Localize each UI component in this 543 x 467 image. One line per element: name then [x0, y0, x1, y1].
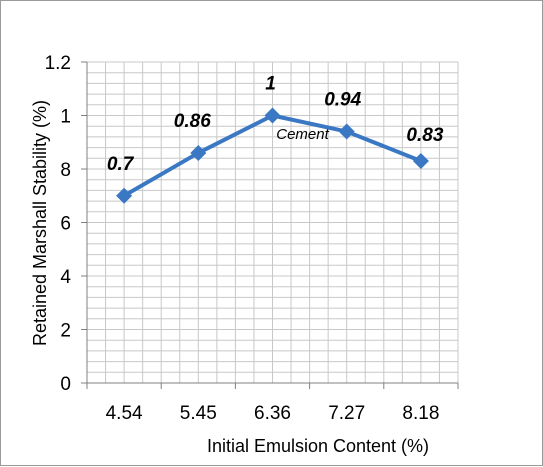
y-axis-title: Retained Marshall Stability (%) [30, 100, 50, 346]
y-tick-label: 1.2 [45, 53, 71, 74]
data-point-marker [412, 152, 429, 169]
x-tick-label: 7.27 [328, 403, 365, 424]
data-label: 0.94 [324, 90, 361, 111]
x-tick-label: 4.54 [106, 403, 143, 424]
series [116, 107, 429, 204]
y-tick-label: 1 [60, 107, 71, 128]
x-tick-label: 8.18 [402, 403, 439, 424]
y-tick-label: 2 [60, 321, 71, 342]
x-tick-label: 6.36 [254, 403, 291, 424]
labels: 0.7 0.86 1 0.94 0.83 Cement [107, 74, 444, 175]
y-tick-label: 0 [60, 374, 71, 395]
data-label: 0.7 [107, 154, 135, 175]
y-tick-label: 6 [60, 214, 71, 235]
data-point-marker [338, 123, 355, 140]
x-tick-label: 5.45 [180, 403, 217, 424]
data-label: 1 [265, 74, 276, 95]
data-point-marker [264, 107, 281, 124]
y-tick-label: 8 [60, 160, 71, 181]
x-axis-title: Initial Emulsion Content (%) [207, 436, 429, 456]
y-tick-label: 4 [60, 267, 71, 288]
axes: 0 2 4 6 8 1 1.2 4.54 5.45 6.36 7.27 8.18 Initial Emu… [30, 53, 459, 456]
annotation-text: Cement [276, 126, 329, 143]
data-label: 0.86 [174, 111, 211, 132]
data-label: 0.83 [406, 125, 443, 146]
data-point-marker [116, 187, 133, 204]
data-point-marker [190, 144, 207, 161]
